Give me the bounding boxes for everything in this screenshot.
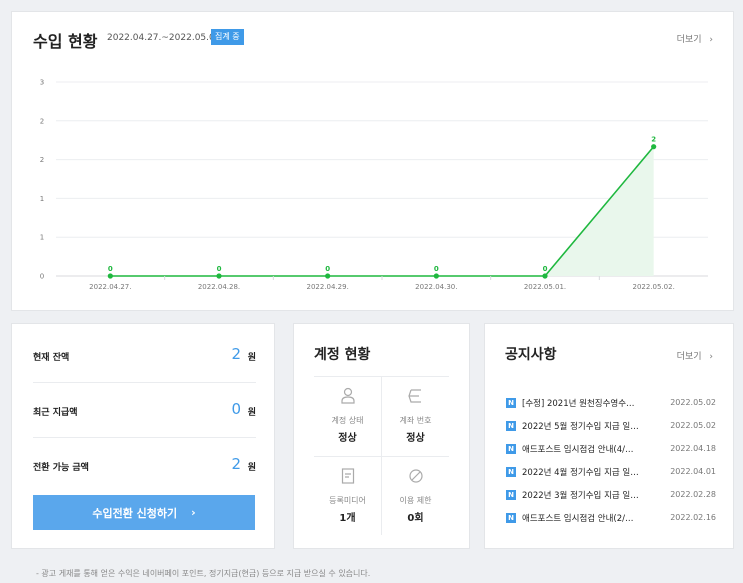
notices-more-link[interactable]: 더보기 › xyxy=(677,349,713,362)
balance-label: 전환 가능 금액 xyxy=(33,463,89,473)
balance-row-current: 현재 잔액 2 원 xyxy=(33,328,256,383)
chart-data-label: 0 xyxy=(434,265,439,273)
chart-data-label: 0 xyxy=(108,265,113,273)
status-badge: 집계 중 xyxy=(211,29,244,45)
notice-item[interactable]: N 2022년 4월 정기수입 지급 일… 2022.04.01 xyxy=(506,465,716,479)
notice-title: 2022년 3월 정기수입 지급 일… xyxy=(522,491,639,501)
apply-conversion-label: 수입전환 신청하기 xyxy=(92,506,178,520)
balance-value: 0 xyxy=(231,400,241,418)
footnote-text: - 광고 게재를 통해 얻은 수익은 네이버페이 포인트, 정기지급(현금) 등… xyxy=(36,569,371,578)
account-cell-label: 이용 제한 xyxy=(399,496,432,505)
chart-y-tick-label: 2 xyxy=(40,156,44,164)
account-status-grid: 계정 상태 정상 계좌 번호 정상 등록미디어 1개 이용 제한 0회 xyxy=(314,376,449,536)
notice-date: 2022.05.02 xyxy=(670,398,716,407)
notices-card: 공지사항 더보기 › N [수정] 2021년 원천징수영수… 2022.05.… xyxy=(484,323,734,549)
chart-data-point xyxy=(433,273,439,279)
balance-unit: 원 xyxy=(247,353,256,363)
chart-data-label: 0 xyxy=(325,265,330,273)
notice-title: 2022년 5월 정기수입 지급 일… xyxy=(522,422,639,432)
account-cell-value: 0회 xyxy=(407,513,424,524)
notice-item[interactable]: N 애드포스트 임시점검 안내(4/… 2022.04.18 xyxy=(506,442,716,456)
account-status-cell: 계정 상태 정상 xyxy=(314,377,381,456)
account-number-cell: 계좌 번호 정상 xyxy=(382,377,449,456)
chart-y-tick-label: 1 xyxy=(40,195,44,203)
new-badge: N xyxy=(506,513,516,523)
chart-area-fill xyxy=(110,146,654,276)
account-cell-label: 계좌 번호 xyxy=(399,416,432,425)
chart-y-tick-label: 1 xyxy=(40,234,44,242)
account-cell-value: 정상 xyxy=(338,433,357,444)
chart-data-point xyxy=(216,273,222,279)
chart-data-point xyxy=(542,273,548,279)
chart-x-tick-label: 2022.04.27. xyxy=(89,283,131,291)
person-icon xyxy=(314,387,381,405)
new-badge: N xyxy=(506,467,516,477)
chart-x-tick-label: 2022.05.01. xyxy=(524,283,566,291)
balance-value: 2 xyxy=(231,345,241,363)
notice-title: 2022년 4월 정기수입 지급 일… xyxy=(522,468,639,478)
notice-item[interactable]: N 2022년 3월 정기수입 지급 일… 2022.02.28 xyxy=(506,488,716,502)
notices-title: 공지사항 xyxy=(505,347,557,363)
revenue-chart: 0 0 0 0 0 2 2022.04.27. 2022.04.28. 2022.04.29.… xyxy=(40,79,708,291)
notices-more-label: 더보기 xyxy=(676,352,702,362)
new-badge: N xyxy=(506,444,516,454)
prohibited-icon xyxy=(382,467,449,485)
balance-row-recent-payment: 최근 지급액 0 원 xyxy=(33,383,256,438)
new-badge: N xyxy=(506,398,516,408)
revenue-card: 수입 현황 2022.04.27.~2022.05.03. 집계 중 더보기 ›… xyxy=(11,11,734,311)
notice-item[interactable]: N [수정] 2021년 원천징수영수… 2022.05.02 xyxy=(506,396,716,410)
usage-restriction-cell: 이용 제한 0회 xyxy=(382,457,449,536)
chevron-right-icon: › xyxy=(709,352,713,362)
revenue-period: 2022.04.27.~2022.05.03. xyxy=(107,33,224,43)
chart-x-tick-label: 2022.04.29. xyxy=(307,283,349,291)
account-title: 계정 현황 xyxy=(314,347,371,363)
chart-data-point xyxy=(325,273,331,279)
notice-date: 2022.02.16 xyxy=(670,513,716,522)
chart-data-label: 0 xyxy=(543,265,548,273)
balance-card: 현재 잔액 2 원 최근 지급액 0 원 전환 가능 금액 2 원 수입전환 신… xyxy=(11,323,275,549)
account-cell-label: 등록미디어 xyxy=(329,496,366,505)
chart-y-tick-label: 0 xyxy=(40,273,44,281)
account-cell-value: 정상 xyxy=(406,433,425,444)
balance-label: 현재 잔액 xyxy=(33,353,70,363)
chart-data-label: 0 xyxy=(217,265,222,273)
notice-item[interactable]: N 2022년 5월 정기수입 지급 일… 2022.05.02 xyxy=(506,419,716,433)
bank-card-icon xyxy=(382,387,449,405)
chart-x-tick-label: 2022.04.30. xyxy=(415,283,457,291)
account-cell-value: 1개 xyxy=(339,513,356,524)
balance-row-convertible: 전환 가능 금액 2 원 xyxy=(33,438,256,493)
new-badge: N xyxy=(506,490,516,500)
notice-item[interactable]: N 애드포스트 임시점검 안내(2/… 2022.02.16 xyxy=(506,511,716,525)
chart-y-tick-label: 3 xyxy=(40,79,44,87)
account-card: 계정 현황 계정 상태 정상 계좌 번호 정상 등록미디어 1개 xyxy=(293,323,470,549)
chart-data-label: 2 xyxy=(651,136,656,144)
revenue-title: 수입 현황 xyxy=(33,32,98,51)
notice-date: 2022.04.18 xyxy=(670,444,716,453)
notice-date: 2022.05.02 xyxy=(670,421,716,430)
new-badge: N xyxy=(506,421,516,431)
chart-y-tick-label: 2 xyxy=(40,117,44,125)
chart-x-tick-label: 2022.04.28. xyxy=(198,283,240,291)
notice-date: 2022.02.28 xyxy=(670,490,716,499)
balance-value: 2 xyxy=(231,455,241,473)
balance-unit: 원 xyxy=(247,463,256,473)
chevron-right-icon: › xyxy=(191,506,196,519)
chart-data-point xyxy=(107,273,113,279)
document-icon xyxy=(314,467,381,485)
revenue-more-link[interactable]: 더보기 › xyxy=(677,32,713,45)
notice-title: 애드포스트 임시점검 안내(2/… xyxy=(522,514,634,524)
balance-label: 최근 지급액 xyxy=(33,408,78,418)
notice-date: 2022.04.01 xyxy=(670,467,716,476)
notice-title: [수정] 2021년 원천징수영수… xyxy=(522,399,635,409)
account-cell-label: 계정 상태 xyxy=(331,416,364,425)
revenue-more-label: 더보기 xyxy=(676,35,702,45)
balance-unit: 원 xyxy=(247,408,256,418)
chevron-right-icon: › xyxy=(709,35,713,45)
apply-conversion-button[interactable]: 수입전환 신청하기 › xyxy=(33,495,255,530)
chart-data-point xyxy=(651,144,657,150)
registered-media-cell: 등록미디어 1개 xyxy=(314,457,381,536)
notice-title: 애드포스트 임시점검 안내(4/… xyxy=(522,445,634,455)
chart-x-tick-label: 2022.05.02. xyxy=(633,283,675,291)
